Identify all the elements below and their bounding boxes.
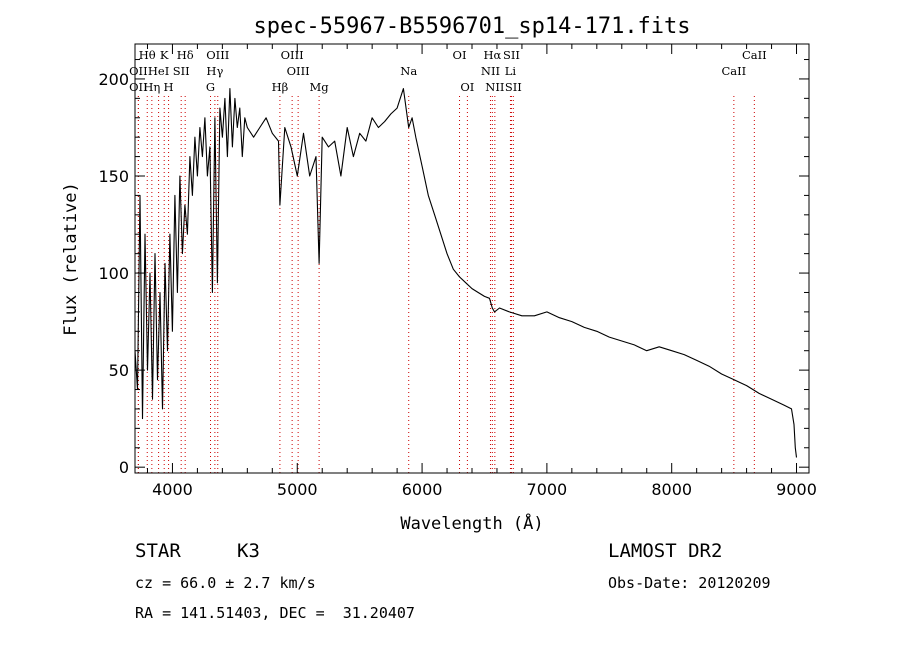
survey-name: LAMOST DR2 (608, 540, 723, 562)
line-label-9: OIII (206, 48, 229, 62)
line-label-24: SII (505, 80, 522, 94)
line-label-7: SII (173, 64, 190, 78)
y-tick-label-3: 150 (98, 167, 129, 186)
line-label-23: Li (505, 64, 517, 78)
line-label-11: G (206, 80, 215, 94)
y-tick-label-2: 100 (98, 264, 129, 283)
redshift-velocity: cz = 66.0 ± 2.7 km/s (135, 574, 316, 592)
chart-title: spec-55967-B5596701_sp14-171.fits (253, 14, 690, 39)
line-label-10: Hγ (206, 64, 223, 78)
spectral-line-markers (137, 96, 755, 473)
line-label-4: K (160, 48, 169, 62)
line-label-22: SII (503, 48, 520, 62)
line-label-6: H (164, 80, 174, 94)
x-tick-label-0: 4000 (152, 480, 193, 499)
line-label-0: OII (129, 80, 148, 94)
observation-date: Obs-Date: 20120209 (608, 574, 771, 592)
line-label-13: OIII (281, 48, 304, 62)
line-label-12: Hβ (272, 80, 289, 94)
y-tick-label-4: 200 (98, 70, 129, 89)
line-label-19: Hα (483, 48, 501, 62)
line-label-16: Na (400, 64, 417, 78)
line-label-14: OIII (287, 64, 310, 78)
line-label-1: Hθ (139, 48, 156, 62)
line-label-20: NII (481, 64, 500, 78)
y-axis-title: Flux (relative) (61, 182, 81, 336)
x-tick-label-4: 8000 (651, 480, 692, 499)
line-label-2: OII (129, 64, 148, 78)
x-tick-label-5: 9000 (776, 480, 817, 499)
x-tick-label-3: 7000 (527, 480, 568, 499)
y-tick-label-1: 50 (109, 361, 129, 380)
object-subclass: K3 (237, 540, 260, 562)
x-tick-label-1: 5000 (277, 480, 318, 499)
y-axis-ticks: 0 50 100 150 200 (98, 59, 809, 477)
coordinates: RA = 141.51403, DEC = 31.20407 (135, 604, 415, 622)
x-tick-label-2: 6000 (402, 480, 443, 499)
line-label-26: CaII (721, 64, 746, 78)
object-class: STAR (135, 540, 181, 562)
y-tick-label-0: 0 (119, 458, 129, 477)
line-label-3: Hη (143, 80, 160, 94)
x-axis-title: Wavelength (Å) (400, 512, 543, 534)
spectrum-line (134, 88, 798, 458)
line-label-18: OI (460, 80, 474, 94)
line-label-5: HeI (148, 64, 169, 78)
line-label-8: Hδ (177, 48, 194, 62)
line-label-25: CaII (742, 48, 767, 62)
line-label-15: Mg (310, 80, 330, 94)
line-label-17: OI (453, 48, 467, 62)
x-axis-ticks: 4000 5000 6000 7000 8000 9000 (146, 44, 817, 499)
line-label-21: NII (485, 80, 504, 94)
